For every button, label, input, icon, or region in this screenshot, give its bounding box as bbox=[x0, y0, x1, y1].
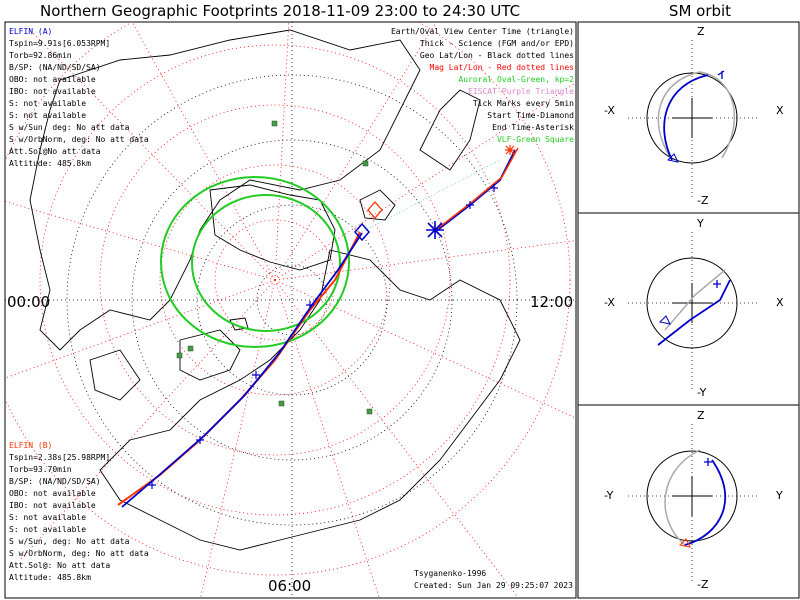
orbit-panel-yz bbox=[628, 424, 760, 582]
elfin-a-line: S w/Sun, deg: No att data bbox=[9, 123, 130, 132]
vlf-square bbox=[176, 352, 183, 359]
elfin-b-line: OBO: not available bbox=[9, 489, 96, 498]
axis-label-left: -Y bbox=[604, 489, 614, 502]
elfin-b-line: Torb=93.70min bbox=[9, 465, 72, 474]
legend-line: Thick - Science (FGM and/or EPD) bbox=[419, 39, 574, 48]
legend-line: Start Time-Diamond bbox=[487, 111, 574, 120]
legend-line: Earth/Oval View Center Time (triangle) bbox=[390, 27, 574, 36]
earth-circle bbox=[646, 257, 738, 349]
legend-line: End Time-Asterisk bbox=[492, 123, 574, 132]
axis-label-right: X bbox=[776, 296, 784, 309]
polar-map bbox=[5, 22, 576, 598]
axis-label-left: -X bbox=[604, 296, 615, 309]
elfin-b-track bbox=[117, 231, 361, 506]
vlf-square bbox=[187, 345, 194, 352]
map-label-bottom: 06:00 bbox=[268, 577, 312, 595]
axis-label-bottom: -Z bbox=[697, 578, 709, 591]
elfin-a-line: IBO: not available bbox=[9, 87, 96, 96]
elfin-b-start-diamond bbox=[367, 201, 383, 219]
legend-line: Tick Marks every 5min bbox=[472, 99, 574, 108]
legend-line: EISCAT-Purple Triangle bbox=[468, 87, 574, 96]
earth-circle bbox=[646, 72, 738, 164]
vlf-square bbox=[366, 408, 373, 415]
elfin-a-line: Altitude: 485.8km bbox=[9, 159, 91, 168]
coastlines bbox=[29, 29, 521, 551]
elfin-b-line: S: not available bbox=[9, 525, 87, 534]
axis-label-top: Z bbox=[697, 25, 705, 38]
orbit-panel-xz bbox=[628, 40, 760, 198]
map-label-left: 00:00 bbox=[7, 293, 51, 311]
elfin-a-end-asterisk bbox=[426, 221, 444, 239]
elfin-a-line: B/SP: (NA/ND/SD/SA) bbox=[9, 63, 101, 72]
elfin-b-line: Altitude: 485.8km bbox=[9, 573, 91, 582]
elfin-a-name: ELFIN (A) bbox=[9, 27, 53, 36]
axis-label-left: -X bbox=[604, 104, 615, 117]
axis-label-right: Y bbox=[776, 489, 783, 502]
auroral-oval-inner bbox=[191, 194, 341, 332]
legend-line: Geo Lat/Lon - Black dotted lines bbox=[419, 51, 574, 60]
map-frame bbox=[4, 21, 577, 599]
elfin-a-line: S: not available bbox=[9, 111, 87, 120]
elfin-b-line: S w/Sun, deg: No att data bbox=[9, 537, 130, 546]
geo-grid bbox=[5, 22, 576, 598]
earth-circle bbox=[646, 450, 738, 542]
view-center-line bbox=[361, 159, 501, 233]
map-label-right: 12:00 bbox=[530, 293, 574, 311]
orbit-panel-title: SM orbit bbox=[668, 2, 732, 20]
elfin-a-line: S: not available bbox=[9, 99, 87, 108]
tick-marks bbox=[148, 184, 498, 489]
elfin-b-line: S w/OrbNorm, deg: No att data bbox=[9, 549, 149, 558]
legend-line: Auroral Oval-Green, kp=2 bbox=[458, 75, 574, 84]
elfin-b-line: Tspin=2.38s[25.98RPM] bbox=[9, 453, 111, 462]
elfin-b-name: ELFIN (B) bbox=[9, 441, 53, 450]
axis-label-top: Z bbox=[697, 409, 705, 422]
axis-label-bottom: -Y bbox=[697, 386, 707, 399]
orbit-track bbox=[663, 74, 709, 161]
page-title: Northern Geographic Footprints 2018-11-0… bbox=[40, 2, 521, 20]
created-label: Created: Sun Jan 29 09:25:07 2023 bbox=[414, 581, 573, 590]
elfin-a-start-diamond bbox=[354, 222, 370, 242]
model-label: Tsyganenko-1996 bbox=[414, 569, 487, 578]
axis-label-top: Y bbox=[697, 217, 704, 230]
orbit-panel-xy bbox=[628, 232, 760, 390]
elfin-a-line: OBO: not available bbox=[9, 75, 96, 84]
vlf-stations bbox=[176, 120, 373, 415]
orbit-track bbox=[657, 279, 731, 346]
auroral-oval-outer bbox=[160, 176, 350, 348]
axis-label-right: X bbox=[776, 104, 784, 117]
elfin-a-track bbox=[121, 232, 363, 508]
elfin-b-line: Att.Sol@: No att data bbox=[9, 561, 111, 570]
elfin-b-end-asterisk bbox=[505, 145, 515, 155]
elfin-a-line: Torb=92.86min bbox=[9, 51, 72, 60]
orbit-panels-frame bbox=[577, 21, 800, 599]
legend-line: VLF-Green Square bbox=[496, 135, 574, 144]
elfin-a-line: S w/OrbNorm, deg: No att data bbox=[9, 135, 149, 144]
legend-line: Mag Lat/Lon - Red dotted lines bbox=[429, 63, 575, 72]
elfin-a-line: Tspin=9.91s[6.053RPM] bbox=[9, 39, 111, 48]
elfin-b-line: B/SP: (NA/ND/SD/SA) bbox=[9, 477, 101, 486]
vlf-square bbox=[362, 160, 369, 167]
elfin-b-line: S: not available bbox=[9, 513, 87, 522]
elfin-a-track-2 bbox=[434, 149, 516, 233]
axis-label-bottom: -Z bbox=[697, 194, 709, 207]
elfin-a-line: Att.Sol@No att data bbox=[9, 147, 101, 156]
vlf-square bbox=[271, 120, 278, 127]
elfin-b-track-2 bbox=[436, 147, 519, 230]
vlf-square bbox=[278, 400, 285, 407]
orbit-track bbox=[684, 459, 727, 546]
elfin-b-line: IBO: not available bbox=[9, 501, 96, 510]
